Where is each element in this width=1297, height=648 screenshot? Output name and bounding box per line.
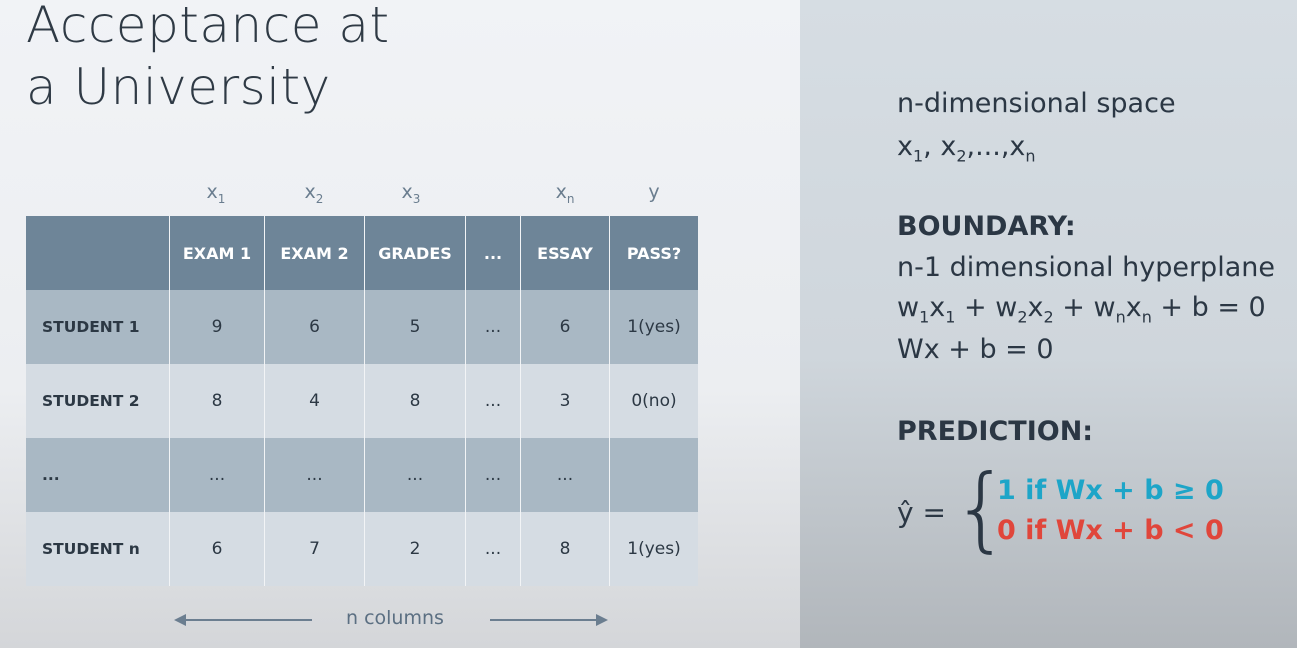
table-header-cell: ESSAY	[520, 216, 610, 290]
table-header-cell	[26, 216, 170, 290]
table-cell: 6	[520, 290, 610, 364]
variable-label-x1: x1	[206, 181, 226, 206]
table-cell: ...	[169, 438, 265, 512]
table-header-cell: GRADES	[364, 216, 466, 290]
table-cell: ...	[520, 438, 610, 512]
table-cell: STUDENT n	[26, 512, 170, 586]
boundary-description: n-1 dimensional hyperplane	[897, 252, 1275, 283]
boundary-equation: w1x1 + w2x2 + wnxn + b = 0	[897, 292, 1266, 327]
table-header-cell: EXAM 1	[169, 216, 265, 290]
table-cell: 4	[264, 364, 365, 438]
page-title-line-1: Acceptance at	[26, 0, 390, 54]
table-header-cell: ...	[465, 216, 521, 290]
table-cell: 1(yes)	[609, 512, 698, 586]
page-title-line-2: a University	[26, 58, 331, 116]
prediction-case-negative: 0 if Wx + b < 0	[997, 515, 1224, 546]
space-title: n-dimensional space	[897, 88, 1176, 119]
left-arrow-icon	[174, 614, 312, 626]
table-cell: 6	[264, 290, 365, 364]
left-panel: Acceptance at a University x1 x2 x3 xn y…	[26, 0, 698, 629]
right-panel: n-dimensional space x1, x2,...,xn BOUNDA…	[800, 0, 1297, 648]
variable-label-y: y	[648, 181, 660, 203]
variable-label-x2: x2	[304, 181, 324, 206]
boundary-equation-matrix: Wx + b = 0	[897, 334, 1054, 365]
table-cell: 8	[169, 364, 265, 438]
space-variables: x1, x2,...,xn	[897, 131, 1036, 166]
table-cell: ...	[465, 438, 521, 512]
table-cell: STUDENT 1	[26, 290, 170, 364]
table-row: STUDENT 1 9 6 5 ... 6 1(yes)	[26, 290, 698, 364]
table-header-cell: EXAM 2	[264, 216, 365, 290]
table-cell: 9	[169, 290, 265, 364]
table-cell: ...	[465, 364, 521, 438]
brace-icon: {	[952, 455, 1011, 562]
boundary-heading: BOUNDARY:	[897, 211, 1076, 242]
table-cell: ...	[364, 438, 466, 512]
variable-label-x3: x3	[401, 181, 421, 206]
table-cell: 2	[364, 512, 466, 586]
table-cell: 8	[520, 512, 610, 586]
table-cell: 1(yes)	[609, 290, 698, 364]
table-header-cell: PASS?	[609, 216, 698, 290]
table-cell: 5	[364, 290, 466, 364]
table-header-row: EXAM 1 EXAM 2 GRADES ... ESSAY PASS?	[26, 216, 698, 290]
table-cell: STUDENT 2	[26, 364, 170, 438]
table-cell: 8	[364, 364, 466, 438]
student-data-table: EXAM 1 EXAM 2 GRADES ... ESSAY PASS? STU…	[26, 216, 698, 586]
table-cell: ...	[264, 438, 365, 512]
prediction-heading: PREDICTION:	[897, 416, 1094, 447]
table-cell	[609, 438, 698, 512]
table-cell: 3	[520, 364, 610, 438]
table-cell: ...	[465, 290, 521, 364]
prediction-yhat: ŷ =	[897, 496, 946, 529]
columns-caption: n columns	[346, 607, 444, 629]
table-cell: 0(no)	[609, 364, 698, 438]
table-row: STUDENT n 6 7 2 ... 8 1(yes)	[26, 512, 698, 586]
table-row: STUDENT 2 8 4 8 ... 3 0(no)	[26, 364, 698, 438]
table-cell: 7	[264, 512, 365, 586]
variable-label-xn: xn	[555, 181, 575, 206]
table-cell: ...	[26, 438, 170, 512]
table-cell: ...	[465, 512, 521, 586]
table-cell: 6	[169, 512, 265, 586]
right-arrow-icon	[490, 614, 608, 626]
prediction-case-positive: 1 if Wx + b ≥ 0	[997, 475, 1224, 506]
table-row: ... ... ... ... ... ...	[26, 438, 698, 512]
